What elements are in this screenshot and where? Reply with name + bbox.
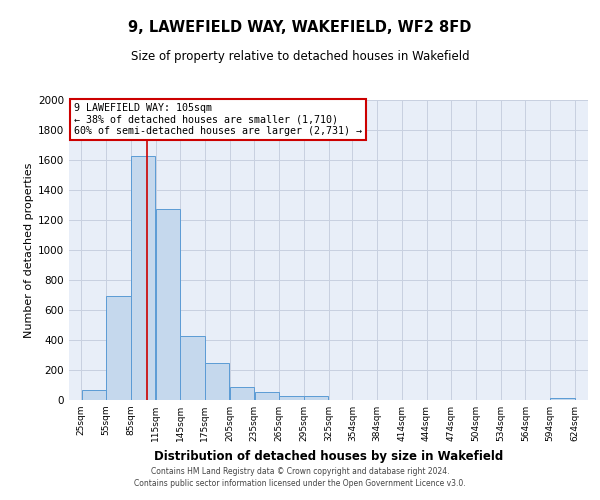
Bar [304,396,328,400]
Bar [205,362,229,400]
Y-axis label: Number of detached properties: Number of detached properties [24,162,34,338]
Text: Contains HM Land Registry data © Crown copyright and database right 2024.
Contai: Contains HM Land Registry data © Crown c… [134,466,466,487]
Bar [230,386,254,400]
Bar [106,296,131,400]
Bar [156,209,180,400]
Bar [254,392,279,400]
X-axis label: Distribution of detached houses by size in Wakefield: Distribution of detached houses by size … [154,450,503,462]
Bar [181,336,205,400]
Bar [279,396,304,400]
Bar [550,398,575,400]
Bar [82,390,106,400]
Text: 9 LAWEFIELD WAY: 105sqm
← 38% of detached houses are smaller (1,710)
60% of semi: 9 LAWEFIELD WAY: 105sqm ← 38% of detache… [74,103,362,136]
Text: 9, LAWEFIELD WAY, WAKEFIELD, WF2 8FD: 9, LAWEFIELD WAY, WAKEFIELD, WF2 8FD [128,20,472,35]
Bar [131,156,155,400]
Text: Size of property relative to detached houses in Wakefield: Size of property relative to detached ho… [131,50,469,63]
